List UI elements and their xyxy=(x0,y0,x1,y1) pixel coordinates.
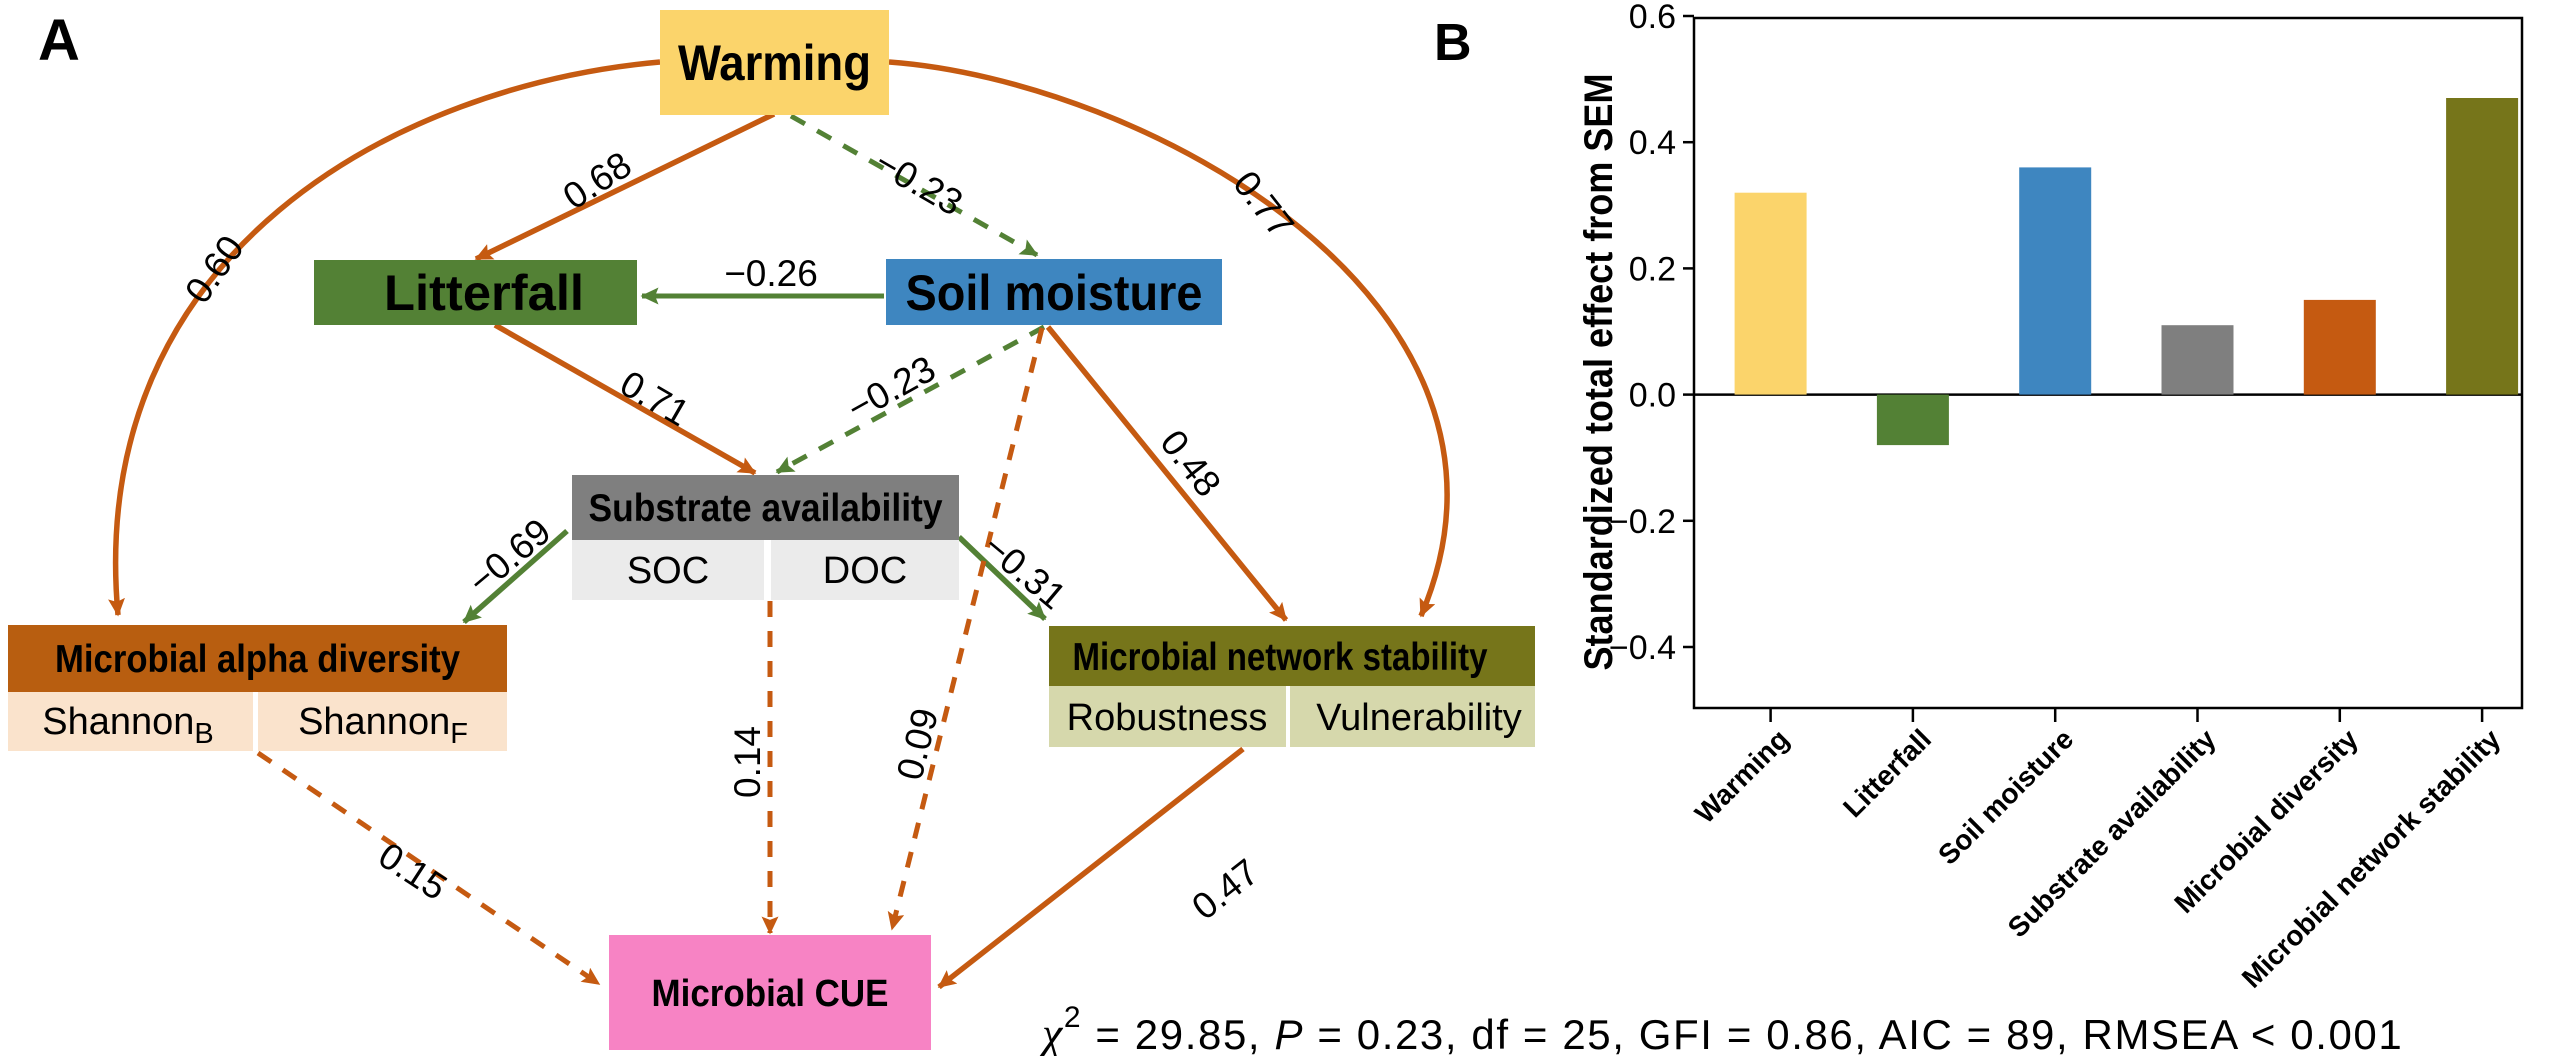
svg-text:Microbial CUE: Microbial CUE xyxy=(652,973,889,1015)
svg-text:Microbial alpha diversity: Microbial alpha diversity xyxy=(55,638,460,681)
svg-text:−0.4: −0.4 xyxy=(1609,629,1676,667)
svg-text:DOC: DOC xyxy=(823,550,907,592)
svg-text:B: B xyxy=(1434,14,1472,72)
svg-text:−0.23: −0.23 xyxy=(868,141,970,223)
svg-text:Vulnerability: Vulnerability xyxy=(1316,697,1522,739)
svg-text:Litterfall: Litterfall xyxy=(1837,723,1937,823)
svg-text:Soil moisture: Soil moisture xyxy=(906,265,1203,321)
svg-text:−0.2: −0.2 xyxy=(1609,503,1676,541)
svg-text:0.09: 0.09 xyxy=(889,704,946,784)
svg-text:Warming: Warming xyxy=(1689,723,1795,829)
svg-text:−0.69: −0.69 xyxy=(460,511,558,603)
svg-text:−0.23: −0.23 xyxy=(840,348,942,429)
svg-text:Microbial network stability: Microbial network stability xyxy=(2236,723,2507,994)
svg-text:Soil moisture: Soil moisture xyxy=(1932,723,2079,870)
svg-text:0.60: 0.60 xyxy=(177,228,252,311)
svg-text:0.77: 0.77 xyxy=(1225,163,1302,245)
svg-text:Microbial network stability: Microbial network stability xyxy=(1073,636,1488,679)
svg-text:−0.26: −0.26 xyxy=(724,253,818,294)
svg-text:0.15: 0.15 xyxy=(371,835,454,909)
svg-text:0.71: 0.71 xyxy=(613,363,696,435)
svg-text:−0.31: −0.31 xyxy=(976,526,1074,618)
svg-text:0.68: 0.68 xyxy=(556,144,639,218)
svg-text:0.48: 0.48 xyxy=(1152,422,1229,504)
svg-text:Substrate availability: Substrate availability xyxy=(589,487,943,530)
svg-text:Standardized total effect from: Standardized total effect from SEM xyxy=(1577,74,1621,671)
svg-text:A: A xyxy=(38,8,80,73)
svg-text:Litterfall: Litterfall xyxy=(384,265,584,321)
svg-text:0.6: 0.6 xyxy=(1629,0,1676,36)
svg-text:Robustness: Robustness xyxy=(1067,697,1268,739)
svg-text:ShannonB: ShannonB xyxy=(42,701,214,750)
svg-text:SOC: SOC xyxy=(627,550,709,592)
svg-text:0.14: 0.14 xyxy=(727,726,768,798)
svg-text:0.4: 0.4 xyxy=(1629,124,1676,162)
svg-text:ShannonF: ShannonF xyxy=(298,701,468,750)
svg-text:0.47: 0.47 xyxy=(1184,851,1266,928)
svg-text:Warming: Warming xyxy=(678,35,871,91)
svg-text:0.2: 0.2 xyxy=(1629,250,1676,288)
svg-text:0.0: 0.0 xyxy=(1629,377,1676,415)
svg-text:χ2 = 29.85, P = 0.23, df = 25,: χ2 = 29.85, P = 0.23, df = 25, GFI = 0.8… xyxy=(1038,1001,2403,1056)
